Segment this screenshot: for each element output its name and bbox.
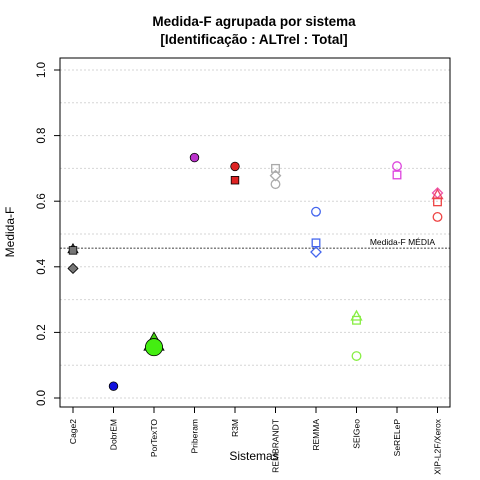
- y-tick-label: 0.4: [36, 258, 48, 275]
- point-circle: [189, 152, 200, 163]
- x-tick-label: SeRELeP: [392, 419, 402, 457]
- x-tick-label: SEIGeo: [352, 419, 362, 449]
- reference-line-label: Medida-F MÉDIA: [370, 237, 436, 247]
- point-diamond: [67, 262, 79, 275]
- x-tick-label: Cage2: [68, 419, 78, 444]
- point-circle: [392, 161, 402, 172]
- point-square: [271, 163, 280, 173]
- x-tick-label: XIP-L2F/Xerox: [433, 418, 443, 474]
- data-points: [67, 152, 444, 391]
- y-axis-label: Medida-F: [3, 207, 17, 258]
- x-axis: Cage2 DobrEM PorTexTO Priberam R3M REMBRANDT R…: [68, 407, 443, 475]
- point-triangle: [350, 309, 363, 321]
- point-circle: [311, 206, 321, 217]
- y-axis: 0.0 0.2 0.4 0.6 0.8 1.0: [36, 62, 60, 406]
- point-square: [68, 246, 78, 255]
- point-square: [230, 176, 240, 185]
- point-circle: [351, 351, 362, 361]
- point-square: [352, 315, 361, 325]
- point-square: [392, 170, 402, 180]
- plot-frame: [59, 57, 451, 408]
- point-circle: [108, 381, 119, 391]
- y-tick-label: 0.2: [36, 324, 48, 340]
- grid-lines: [60, 69, 450, 399]
- point-circle: [432, 211, 443, 222]
- y-tick-label: 0.0: [36, 390, 48, 406]
- point-circle: [144, 338, 163, 357]
- x-tick-label: REMBRANDT: [271, 419, 281, 473]
- point-square: [433, 197, 442, 207]
- x-tick-label: R3M: [230, 419, 240, 437]
- point-diamond: [310, 246, 322, 258]
- chart-subtitle: [Identificação : ALTrel : Total]: [160, 32, 347, 47]
- point-square: [311, 238, 321, 248]
- point-circle: [230, 161, 240, 172]
- chart-title: Medida-F agrupada por sistema: [152, 14, 356, 29]
- y-tick-label: 1.0: [36, 62, 48, 78]
- point-diamond: [269, 169, 282, 182]
- x-tick-label: Priberam: [190, 419, 200, 453]
- x-axis-label: Sistemas: [229, 449, 278, 463]
- point-circle: [270, 179, 281, 190]
- y-tick-label: 0.6: [36, 193, 48, 209]
- x-tick-label: PorTexTO: [149, 419, 159, 457]
- x-tick-label: DobrEM: [109, 419, 119, 450]
- y-tick-label: 0.8: [36, 128, 48, 144]
- x-tick-label: REMMA: [311, 419, 321, 451]
- reference-line-group: Medida-F MÉDIA: [60, 237, 450, 249]
